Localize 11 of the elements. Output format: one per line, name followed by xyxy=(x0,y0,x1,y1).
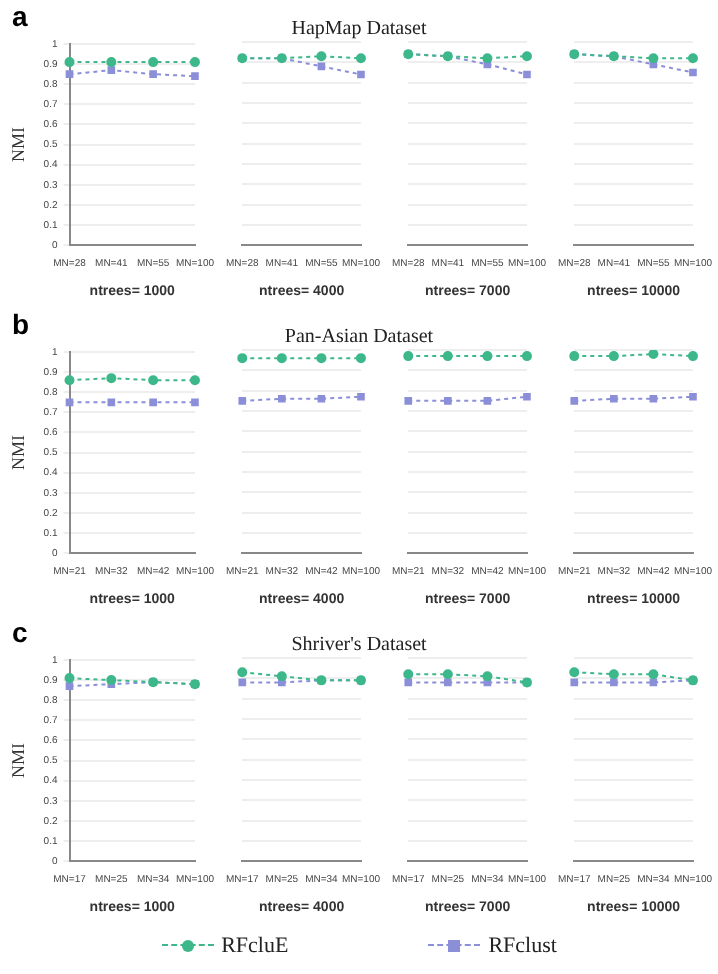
y-axis-title: NMI xyxy=(7,743,28,779)
text: b xyxy=(12,308,30,340)
text: a xyxy=(12,0,28,32)
y-axis-title: NMI xyxy=(7,127,28,163)
legend-label: RFcluE xyxy=(221,934,289,958)
y-axis-title: NMI xyxy=(7,435,28,471)
text: c xyxy=(12,616,28,648)
legend-label: RFclust xyxy=(488,934,557,958)
chart-title: Pan-Asian Dataset xyxy=(284,326,434,348)
chart-title: HapMap Dataset xyxy=(291,18,427,40)
chart-title: Shriver's Dataset xyxy=(291,634,427,656)
